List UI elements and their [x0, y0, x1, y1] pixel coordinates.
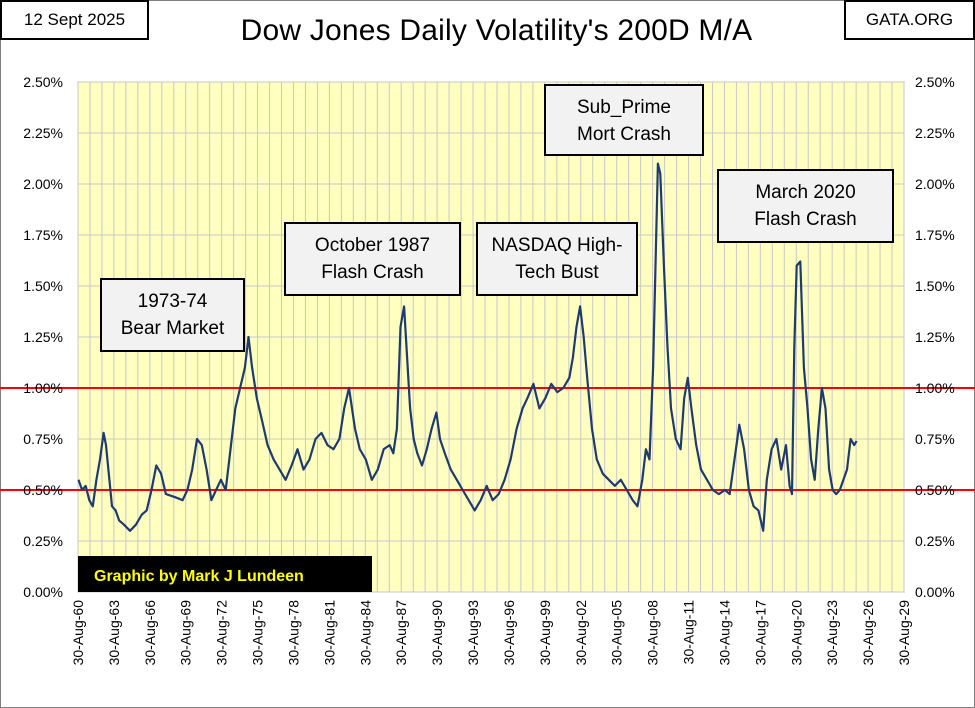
x-tick-label: 30-Aug-93 [465, 600, 481, 666]
x-tick-label: 30-Aug-08 [645, 600, 661, 666]
credit: Graphic by Mark J Lundeen [78, 556, 372, 592]
x-tick-label: 30-Aug-84 [357, 600, 373, 666]
annotation-box: Sub_Prime Mort Crash [544, 84, 704, 156]
x-tick-label: 30-Aug-11 [681, 600, 697, 665]
annotation-text: October 1987 [315, 235, 430, 256]
annotation-text: Bear Market [121, 318, 225, 339]
y-tick-label-right: 0.50% [915, 482, 955, 498]
annotation-text: Mort Crash [577, 124, 671, 145]
annotation-text: Flash Crash [754, 209, 856, 230]
annotation-box: October 1987 Flash Crash [284, 222, 461, 296]
x-tick-label: 30-Aug-99 [537, 600, 553, 666]
annotation-background [476, 222, 638, 296]
y-tick-label-left: 2.25% [23, 125, 63, 141]
x-tick-label: 30-Aug-26 [860, 600, 876, 666]
annotation-background [544, 84, 704, 156]
source-text: GATA.ORG [865, 10, 954, 29]
y-tick-label-left: 1.75% [23, 227, 63, 243]
x-tick-label: 30-Aug-78 [285, 600, 301, 666]
annotation-box: NASDAQ High- Tech Bust [476, 222, 638, 296]
x-tick-label: 30-Aug-66 [142, 600, 158, 666]
y-tick-label-left: 1.50% [23, 278, 63, 294]
y-tick-label-left: 2.50% [23, 74, 63, 90]
y-tick-label-right: 0.25% [915, 533, 955, 549]
x-tick-label: 30-Aug-81 [321, 600, 337, 666]
x-tick-label: 30-Aug-90 [429, 600, 445, 666]
x-tick-label: 30-Aug-72 [214, 600, 230, 666]
y-tick-label-right: 1.50% [915, 278, 955, 294]
x-tick-label: 30-Aug-96 [501, 600, 517, 666]
y-tick-label-right: 2.50% [915, 74, 955, 90]
y-tick-label-right: 2.00% [915, 176, 955, 192]
x-tick-label: 30-Aug-02 [573, 600, 589, 666]
annotation-text: Tech Bust [515, 262, 599, 283]
y-tick-label-left: 1.00% [23, 380, 63, 396]
annotation-background [717, 169, 894, 243]
volatility-series-line [77, 162, 858, 532]
x-tick-label: 30-Aug-60 [70, 600, 86, 666]
credit-text: Graphic by Mark J Lundeen [94, 568, 304, 585]
annotation-text: NASDAQ High- [492, 235, 623, 256]
x-tick-label: 30-Aug-20 [788, 600, 804, 666]
x-tick-label: 30-Aug-05 [609, 600, 625, 666]
x-tick-label: 30-Aug-87 [393, 600, 409, 666]
credit-background [78, 556, 372, 592]
x-tick-label: 30-Aug-69 [178, 600, 194, 666]
x-tick-label: 30-Aug-63 [106, 600, 122, 666]
y-tick-label-right: 1.75% [915, 227, 955, 243]
y-tick-label-left: 1.25% [23, 329, 63, 345]
right-y-axis: 0.00% 0.25% 0.50% 0.75% 1.00% 1.25% 1.50% 1.75%… [915, 74, 955, 600]
y-tick-label-left: 0.00% [23, 584, 63, 600]
date-text: 12 Sept 2025 [23, 10, 126, 29]
x-tick-label: 30-Aug-29 [896, 600, 912, 666]
source-label: GATA.ORG [844, 0, 975, 40]
x-tick-label: 30-Aug-14 [716, 600, 732, 666]
y-tick-label-left: 0.75% [23, 431, 63, 447]
annotation-background [100, 278, 245, 352]
annotation-text: Sub_Prime [577, 97, 671, 118]
annotations: 1973-74 Bear Market October 1987 Flash Cras… [100, 84, 894, 352]
y-tick-label-right: 0.00% [915, 584, 955, 600]
y-tick-label-right: 2.25% [915, 125, 955, 141]
y-tick-label-right: 1.25% [915, 329, 955, 345]
y-tick-label-right: 1.00% [915, 380, 955, 396]
x-tick-label: 30-Aug-23 [824, 600, 840, 666]
annotation-text: 1973-74 [138, 291, 208, 312]
annotation-text: Flash Crash [321, 262, 423, 283]
annotation-box: 1973-74 Bear Market [100, 278, 245, 352]
left-y-axis: 0.00% 0.25% 0.50% 0.75% 1.00% 1.25% 1.50% 1.75%… [23, 74, 63, 600]
x-tick-label: 30-Aug-75 [250, 600, 266, 666]
y-tick-label-left: 0.50% [23, 482, 63, 498]
chart-title: Dow Jones Daily Volatility's 200D M/A [240, 14, 753, 47]
y-tick-label-right: 0.75% [915, 431, 955, 447]
y-tick-label-left: 2.00% [23, 176, 63, 192]
y-tick-label-left: 0.25% [23, 533, 63, 549]
date-label: 12 Sept 2025 [0, 0, 149, 40]
series-layer [77, 162, 858, 532]
annotation-box: March 2020 Flash Crash [717, 169, 894, 243]
annotation-text: March 2020 [755, 182, 855, 203]
x-tick-label: 30-Aug-17 [752, 600, 768, 666]
annotation-background [284, 222, 461, 296]
x-axis: 30-Aug-60 30-Aug-63 30-Aug-66 30-Aug-69 30-A… [70, 600, 912, 666]
